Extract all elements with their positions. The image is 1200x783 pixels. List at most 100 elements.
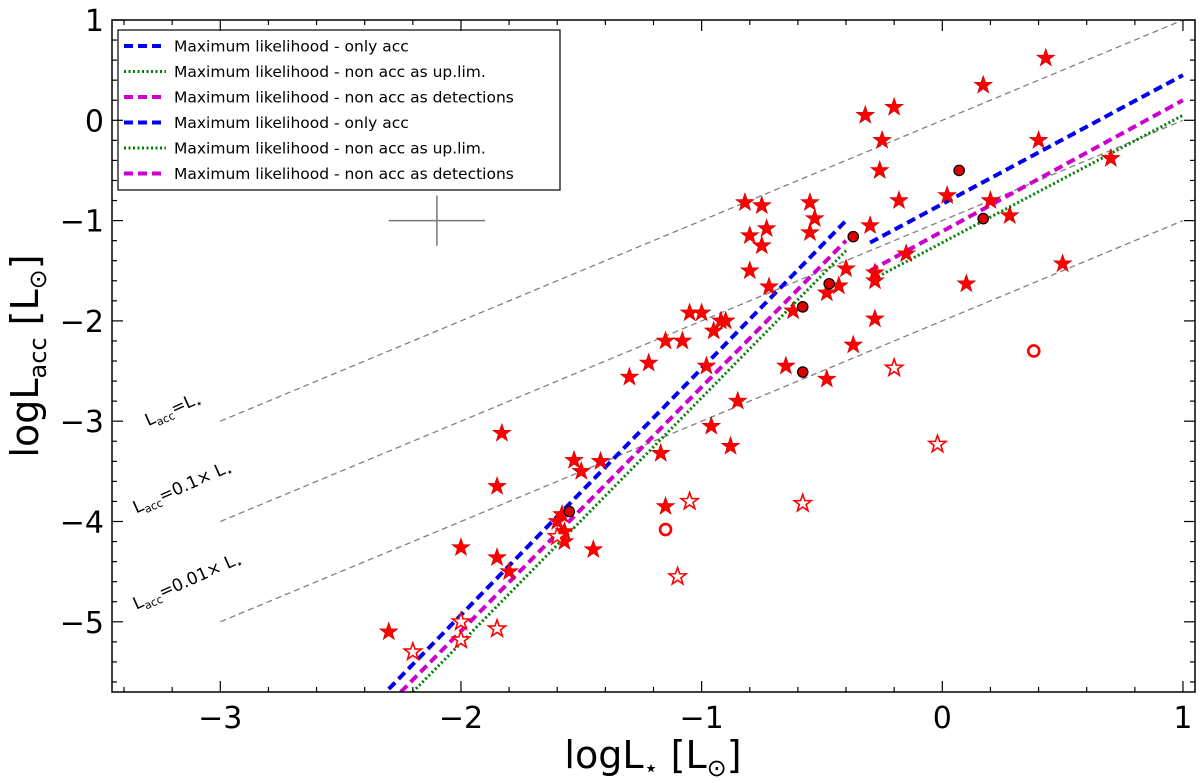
error-bar [388,195,486,246]
reference-line-2 [220,219,1184,623]
x-tick-label-4: 1 [1173,701,1192,736]
point-circle-filled-5 [953,164,965,177]
point-star-filled-50 [865,308,885,328]
point-star-filled-12 [583,539,604,558]
legend-box [117,29,561,191]
point-star-filled-17 [655,496,676,515]
point-star-filled-63 [1052,253,1073,273]
x-tick-label-2: −1 [680,701,724,736]
point-star-filled-31 [739,260,760,280]
reference-line-0 [220,20,1184,422]
point-star-filled-26 [715,310,736,330]
point-star-open-7 [791,492,814,513]
fit-line-2 [399,239,848,692]
point-star-filled-4 [499,561,520,581]
point-circle-filled-1 [796,301,809,313]
fit-line-0 [387,219,848,691]
point-star-open-4 [546,525,569,546]
y-tick-label-6: 1 [85,4,104,39]
point-star-filled-64 [1100,147,1121,167]
point-star-filled-27 [720,435,741,455]
point-circle-filled-6 [977,212,990,225]
point-star-filled-19 [672,330,693,350]
point-circle-filled-0 [563,505,576,518]
point-star-filled-53 [884,96,905,116]
legend-label-5: Maximum likelihood - non acc as detectio… [174,165,514,183]
point-star-filled-18 [655,330,676,350]
fit-line-5 [869,98,1184,273]
point-star-filled-41 [816,282,837,302]
legend-label-2: Maximum likelihood - non acc as detectio… [174,89,514,107]
x-tick-label-0: −3 [198,701,242,736]
y-tick-label-3: −2 [60,305,104,340]
point-star-filled-15 [638,352,659,372]
y-tick-label-1: −4 [60,505,104,540]
point-star-filled-13 [590,450,611,470]
point-star-filled-14 [619,366,640,386]
point-star-filled-57 [956,273,977,293]
point-star-filled-46 [855,104,876,124]
point-circle-filled-2 [796,366,809,378]
point-star-filled-58 [973,74,994,94]
point-star-filled-30 [739,225,760,245]
point-star-filled-1 [451,537,471,557]
data-points [378,47,1121,662]
point-star-filled-33 [751,235,772,255]
legend: Maximum likelihood - only acc Maximum lik… [117,29,561,191]
legend-label-4: Maximum likelihood - non acc as up.lim. [174,140,486,158]
point-star-filled-0 [378,621,399,641]
point-star-open-8 [883,356,906,378]
point-star-filled-40 [804,208,825,228]
point-circle-filled-4 [847,230,860,243]
x-tick-label-1: −2 [439,701,483,736]
point-star-filled-21 [691,302,712,322]
point-star-filled-39 [800,222,820,242]
fit-line-4 [869,113,1184,283]
point-star-filled-32 [751,195,772,214]
point-star-filled-29 [735,192,755,211]
point-star-filled-36 [775,355,796,375]
reference-line-1 [220,119,1184,523]
point-star-filled-54 [889,190,909,209]
point-star-filled-60 [999,205,1020,225]
point-star-open-3 [486,617,508,639]
point-star-filled-62 [1035,47,1056,67]
fit-lines [387,73,1184,692]
y-tick-label-5: 0 [85,104,104,139]
point-star-filled-38 [800,192,820,211]
point-star-filled-44 [836,258,856,278]
point-circle-filled-3 [823,277,835,290]
x-tick-label-3: 0 [933,701,952,736]
point-star-filled-10 [564,449,584,469]
point-star-open-0 [401,640,424,662]
point-star-filled-16 [650,442,671,462]
legend-label-3: Maximum likelihood - only acc [174,114,409,132]
point-star-filled-35 [759,276,779,296]
y-axis-title: logLacc [L⊙] [3,254,52,457]
y-tick-label-2: −3 [60,405,104,440]
point-star-filled-52 [872,129,893,149]
point-star-filled-5 [491,422,512,442]
y-tick-label-0: −5 [60,606,104,641]
point-circle-open-1 [1026,344,1041,358]
legend-label-1: Maximum likelihood - non acc as up.lim. [174,63,486,81]
point-star-open-9 [926,432,949,454]
point-star-filled-2 [487,547,507,567]
point-star-filled-3 [487,475,507,495]
point-star-filled-59 [980,190,1001,209]
fit-line-3 [869,73,1184,245]
point-star-open-1 [450,610,472,632]
point-star-filled-55 [896,243,917,263]
point-star-filled-47 [860,215,881,235]
point-star-filled-42 [816,368,837,388]
x-axis-title: logL⋆ [L⊙] [564,733,741,782]
point-star-open-2 [450,628,472,650]
legend-label-0: Maximum likelihood - only acc [174,38,409,56]
point-star-filled-45 [843,334,864,354]
reference-lines [220,20,1184,623]
point-star-filled-34 [756,218,777,238]
point-star-filled-61 [1028,129,1049,149]
y-tick-label-4: −1 [60,205,104,240]
point-star-open-6 [666,565,689,586]
point-star-filled-49 [865,270,885,290]
